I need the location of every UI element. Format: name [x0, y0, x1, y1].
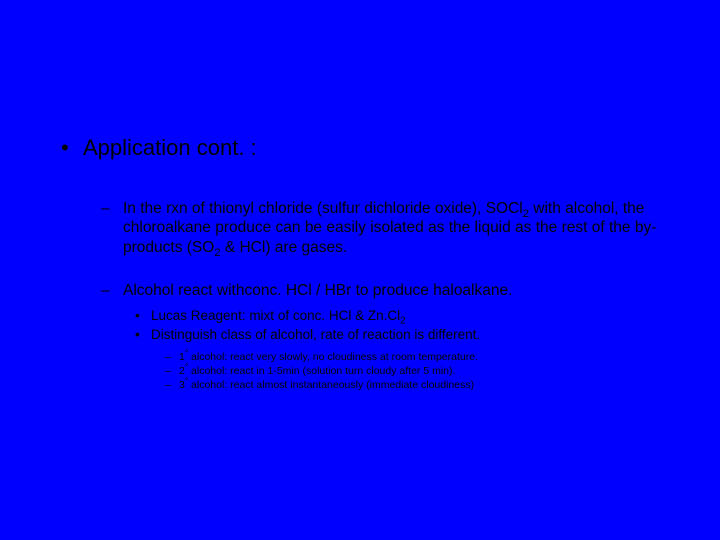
d3-text: alcohol: react almost instantaneously (i… [188, 379, 474, 391]
p2a-sub: 2 [400, 315, 405, 326]
heading-bullet: Application cont. : [55, 135, 665, 161]
p2-text: Alcohol react withconc. HCl / HBr to pro… [123, 282, 512, 299]
detail-tertiary: 3° alcohol: react almost instantaneously… [165, 378, 665, 392]
detail-primary: 1° alcohol: react very slowly, no cloudi… [165, 350, 665, 364]
d1-text: alcohol: react very slowly, no cloudines… [188, 351, 478, 363]
p2a-pre: Lucas Reagent: mixt of conc. HCl & Zn.Cl [151, 308, 400, 323]
p1-post: & HCl) are gases. [221, 239, 348, 256]
bullet-alcohol-hx: Alcohol react withconc. HCl / HBr to pro… [101, 281, 665, 300]
bullet-distinguish: Distinguish class of alcohol, rate of re… [131, 326, 665, 344]
detail-secondary: 2° alcohol: react in 1-5min (solution tu… [165, 364, 665, 378]
bullet-thionyl: In the rxn of thionyl chloride (sulfur d… [101, 199, 665, 257]
bullet-lucas-reagent: Lucas Reagent: mixt of conc. HCl & Zn.Cl… [131, 307, 665, 325]
p1-pre: In the rxn of thionyl chloride (sulfur d… [123, 200, 523, 217]
p2b-text: Distinguish class of alcohol, rate of re… [151, 327, 480, 342]
detail-list: 1° alcohol: react very slowly, no cloudi… [165, 350, 665, 393]
heading-text: Application cont. : [83, 135, 257, 160]
d2-text: alcohol: react in 1-5min (solution turn … [188, 365, 455, 377]
slide-body: Application cont. : In the rxn of thiony… [0, 0, 720, 392]
